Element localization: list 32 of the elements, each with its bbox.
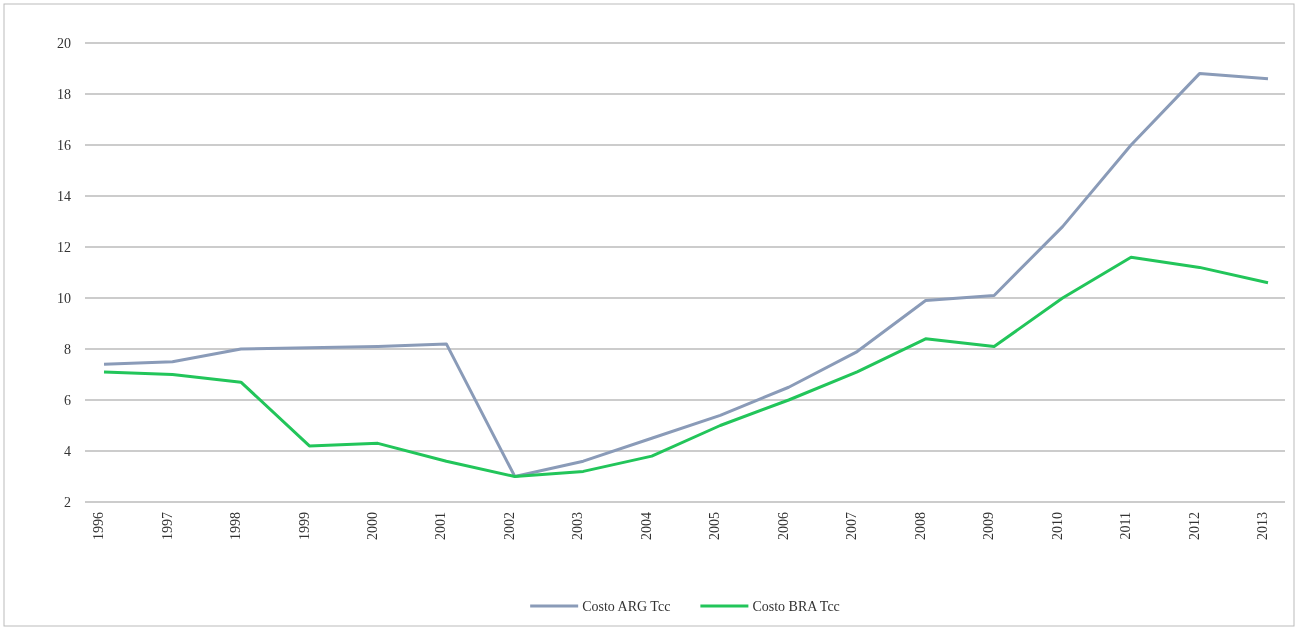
y-tick-label: 8 (64, 341, 71, 357)
y-tick-label: 12 (57, 239, 71, 255)
y-tick-label: 16 (57, 137, 71, 153)
y-tick-label: 4 (64, 443, 71, 459)
y-tick-label: 14 (57, 188, 71, 204)
x-tick-label: 1998 (228, 512, 244, 540)
x-tick-label: 1997 (159, 512, 175, 540)
x-tick-label: 2001 (433, 512, 449, 540)
x-tick-label: 2004 (638, 512, 654, 540)
line-series (102, 255, 1270, 478)
y-tick-label: 10 (57, 290, 71, 306)
x-tick-label: 1996 (91, 512, 107, 540)
x-tick-label: 2013 (1255, 512, 1271, 540)
x-tick-label: 2009 (981, 512, 997, 540)
y-tick-label: 18 (57, 86, 71, 102)
x-tick-label: 2011 (1118, 512, 1134, 540)
legend-label: Costo BRA Tcc (752, 599, 840, 614)
x-tick-label: 2003 (570, 512, 586, 540)
x-tick-label: 2008 (912, 512, 928, 540)
x-tick-label: 1999 (296, 512, 312, 540)
legend-label: Costo ARG Tcc (582, 599, 671, 614)
y-tick-label: 6 (64, 392, 71, 408)
line-series (102, 72, 1270, 478)
x-tick-label: 2012 (1186, 512, 1202, 540)
x-tick-label: 2005 (707, 512, 723, 540)
x-tick-label: 2007 (844, 512, 860, 540)
x-tick-label: 2000 (364, 512, 380, 540)
x-tick-label: 2010 (1049, 512, 1065, 540)
y-tick-label: 2 (64, 494, 71, 510)
x-tick-label: 2002 (501, 512, 517, 540)
x-tick-label: 2006 (775, 512, 791, 540)
y-tick-label: 20 (57, 35, 71, 51)
